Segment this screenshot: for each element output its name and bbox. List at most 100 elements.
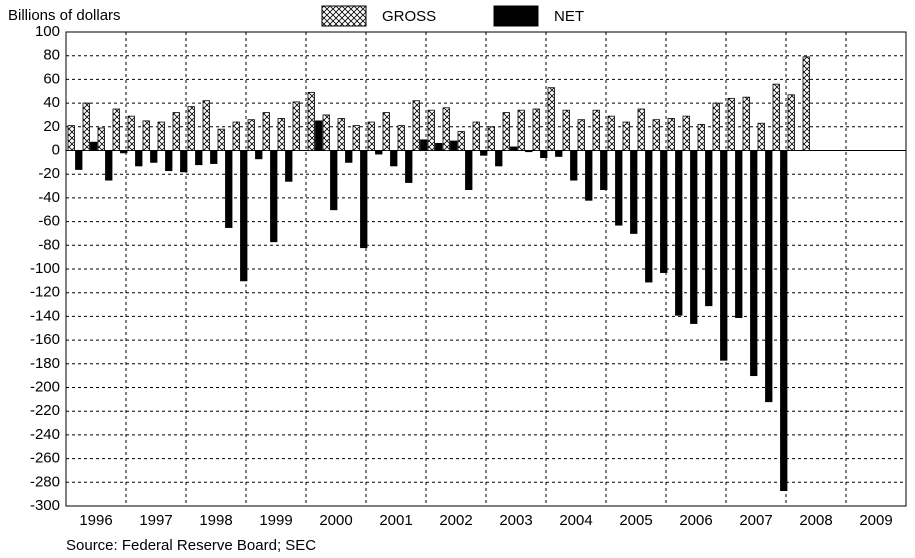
bar [135, 150, 143, 167]
bar [750, 150, 758, 377]
bar [652, 119, 660, 151]
bar [457, 131, 465, 151]
bar [592, 109, 600, 151]
x-tick-label: 1997 [139, 512, 172, 529]
bar [727, 97, 735, 151]
y-tick-label: -240 [30, 426, 60, 443]
bar [405, 150, 413, 183]
bar [180, 150, 188, 173]
bar [495, 150, 503, 167]
bar [757, 122, 765, 151]
bar [420, 139, 428, 151]
bar [570, 150, 578, 181]
bar [772, 83, 780, 151]
bar [142, 120, 150, 151]
bar [712, 102, 720, 151]
bar [480, 150, 488, 156]
x-tick-label: 2003 [499, 512, 532, 529]
bar [607, 115, 615, 151]
bar [232, 121, 240, 151]
bar [120, 150, 128, 154]
x-tick-label: 2006 [679, 512, 712, 529]
bar [67, 125, 75, 151]
bar [787, 94, 795, 151]
bar [187, 106, 195, 151]
x-tick-label: 2000 [319, 512, 352, 529]
bar [352, 125, 360, 151]
bar [367, 121, 375, 151]
bar [270, 150, 278, 243]
y-tick-label: 80 [43, 47, 60, 64]
bar [390, 150, 398, 167]
bar [540, 150, 548, 159]
bar [765, 150, 773, 403]
bar [375, 150, 383, 155]
bar [450, 140, 458, 151]
bar [660, 150, 668, 273]
bar [525, 150, 533, 153]
x-tick-label: 2007 [739, 512, 772, 529]
bar [240, 150, 248, 282]
bar [510, 146, 518, 151]
bar [157, 121, 165, 151]
bar [247, 119, 255, 151]
x-tick-label: 2004 [559, 512, 592, 529]
bar [675, 150, 683, 316]
y-tick-label: 60 [43, 70, 60, 87]
x-tick-label: 1996 [79, 512, 112, 529]
bar [667, 118, 675, 151]
y-tick-label: -300 [30, 497, 60, 514]
bar [150, 150, 158, 163]
bar [75, 150, 83, 170]
y-tick-label: -200 [30, 378, 60, 395]
bar [90, 141, 98, 151]
bar [210, 150, 218, 164]
bar [697, 124, 705, 151]
bar [487, 126, 495, 151]
y-tick-label: -160 [30, 331, 60, 348]
bar [105, 150, 113, 181]
bar [330, 150, 338, 211]
bar [195, 150, 203, 166]
legend-label: NET [554, 8, 584, 25]
bar [517, 109, 525, 151]
bar [165, 150, 173, 172]
bar [172, 112, 180, 151]
bar [802, 56, 810, 151]
bar [397, 125, 405, 151]
bar [435, 142, 443, 151]
bar [97, 127, 105, 151]
bar [292, 101, 300, 151]
legend-swatch [321, 5, 367, 27]
bar [345, 150, 353, 163]
bar [532, 108, 540, 151]
bar [585, 150, 593, 201]
bar [442, 107, 450, 151]
x-tick-label: 2009 [859, 512, 892, 529]
bar [412, 100, 420, 151]
chart-title: Billions of dollars [8, 7, 121, 24]
y-tick-label: -80 [38, 236, 60, 253]
bar [337, 118, 345, 151]
bar [322, 114, 330, 151]
bar [112, 108, 120, 151]
bar [202, 100, 210, 151]
bar [315, 120, 323, 151]
y-tick-label: -60 [38, 213, 60, 230]
bar [225, 150, 233, 228]
bar [720, 150, 728, 361]
bar [630, 150, 638, 234]
bar [682, 115, 690, 151]
bar [127, 115, 135, 151]
bar [735, 150, 743, 318]
y-tick-label: 20 [43, 118, 60, 135]
legend-swatch [493, 5, 539, 27]
bar [615, 150, 623, 226]
x-tick-label: 2001 [379, 512, 412, 529]
bar [742, 96, 750, 151]
bar [577, 119, 585, 151]
y-tick-label: -180 [30, 355, 60, 372]
y-tick-label: -120 [30, 284, 60, 301]
bar [555, 150, 563, 157]
bar [600, 150, 608, 191]
